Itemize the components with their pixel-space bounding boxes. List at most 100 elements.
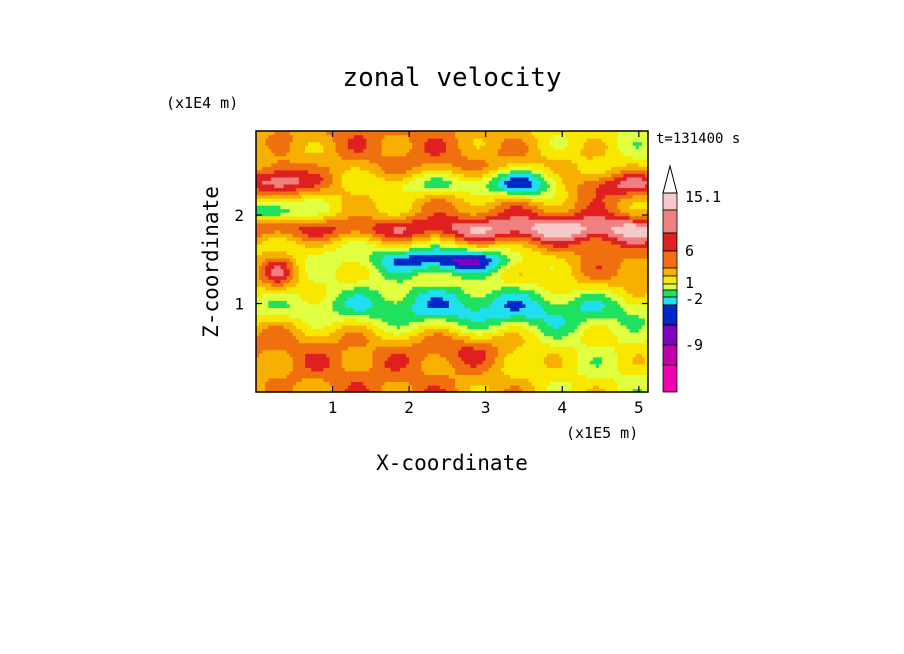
- field-cell: [412, 310, 416, 316]
- field-cell: [256, 187, 260, 192]
- field-cell: [277, 240, 282, 245]
- field-cell: [295, 198, 300, 203]
- field-cell: [403, 243, 407, 248]
- field-cell: [372, 328, 377, 333]
- field-cell: [271, 201, 275, 206]
- field-cell: [455, 275, 459, 280]
- field-cell: [406, 212, 410, 217]
- field-cell: [350, 303, 355, 308]
- field-cell: [317, 374, 321, 379]
- field-cell: [295, 183, 300, 189]
- field-cell: [268, 381, 272, 386]
- field-cell: [323, 222, 328, 227]
- field-cell: [360, 261, 364, 266]
- field-cell: [289, 321, 294, 326]
- field-cell: [265, 282, 269, 287]
- field-cell: [354, 324, 358, 330]
- field-cell: [305, 332, 309, 337]
- field-cell: [363, 339, 367, 344]
- field-cell: [262, 194, 266, 199]
- field-cell: [289, 310, 294, 316]
- field-cell: [350, 169, 355, 174]
- field-cell: [430, 247, 435, 252]
- field-cell: [274, 233, 279, 238]
- field-cell: [338, 268, 343, 273]
- field-cell: [265, 247, 269, 252]
- field-cell: [280, 247, 285, 252]
- field-cell: [387, 236, 392, 241]
- field-cell: [344, 155, 349, 160]
- field-cell: [305, 247, 309, 252]
- field-cell: [277, 134, 282, 139]
- field-cell: [448, 212, 453, 217]
- field-cell: [280, 148, 285, 153]
- field-cell: [424, 187, 429, 192]
- field-cell: [412, 314, 416, 319]
- field-cell: [326, 265, 331, 270]
- field-cell: [381, 279, 386, 284]
- field-cell: [308, 166, 312, 171]
- field-cell: [332, 268, 337, 273]
- field-cell: [347, 388, 352, 392]
- field-cell: [427, 282, 432, 287]
- field-cell: [289, 293, 294, 298]
- field-cell: [298, 233, 303, 238]
- field-cell: [372, 208, 377, 213]
- field-cell: [329, 353, 334, 358]
- field-cell: [372, 268, 377, 273]
- field-cell: [387, 300, 392, 305]
- field-cell: [378, 180, 383, 185]
- field-cell: [262, 339, 266, 344]
- field-cell: [262, 226, 266, 231]
- field-cell: [363, 138, 367, 143]
- field-cell: [286, 190, 291, 196]
- field-cell: [292, 148, 297, 153]
- field-cell: [332, 233, 337, 238]
- field-cell: [335, 222, 340, 227]
- field-cell: [427, 198, 432, 203]
- field-cell: [418, 388, 422, 392]
- field-cell: [347, 173, 352, 178]
- field-cell: [393, 321, 398, 326]
- field-cell: [372, 275, 377, 280]
- field-cell: [323, 155, 328, 160]
- field-cell: [268, 261, 272, 266]
- field-cell: [280, 134, 285, 139]
- field-cell: [308, 275, 312, 280]
- field-cell: [341, 208, 346, 213]
- field-cell: [412, 296, 416, 301]
- field-cell: [329, 169, 334, 174]
- field-cell: [262, 317, 266, 323]
- field-cell: [396, 286, 401, 291]
- field-cell: [452, 300, 456, 305]
- field-cell: [338, 367, 343, 372]
- field-cell: [301, 257, 306, 263]
- field-cell: [326, 293, 331, 298]
- field-cell: [363, 300, 367, 305]
- field-cell: [399, 272, 404, 277]
- field-cell: [452, 215, 456, 220]
- field-cell: [280, 363, 285, 368]
- field-cell: [406, 346, 410, 351]
- field-cell: [311, 388, 315, 392]
- field-cell: [381, 388, 386, 392]
- field-cell: [256, 169, 260, 174]
- field-cell: [448, 134, 453, 139]
- field-cell: [360, 180, 364, 185]
- field-cell: [452, 141, 456, 146]
- field-cell: [347, 342, 352, 347]
- field-cell: [406, 219, 410, 224]
- field-cell: [317, 328, 321, 333]
- field-cell: [332, 162, 337, 167]
- field-cell: [301, 229, 306, 234]
- field-cell: [442, 169, 447, 174]
- field-cell: [320, 342, 324, 347]
- field-cell: [301, 187, 306, 192]
- field-cell: [452, 169, 456, 174]
- field-cell: [390, 180, 395, 185]
- field-cell: [381, 236, 386, 241]
- field-cell: [311, 159, 315, 164]
- field-cell: [308, 169, 312, 174]
- field-cell: [439, 342, 444, 347]
- field-cell: [381, 247, 386, 252]
